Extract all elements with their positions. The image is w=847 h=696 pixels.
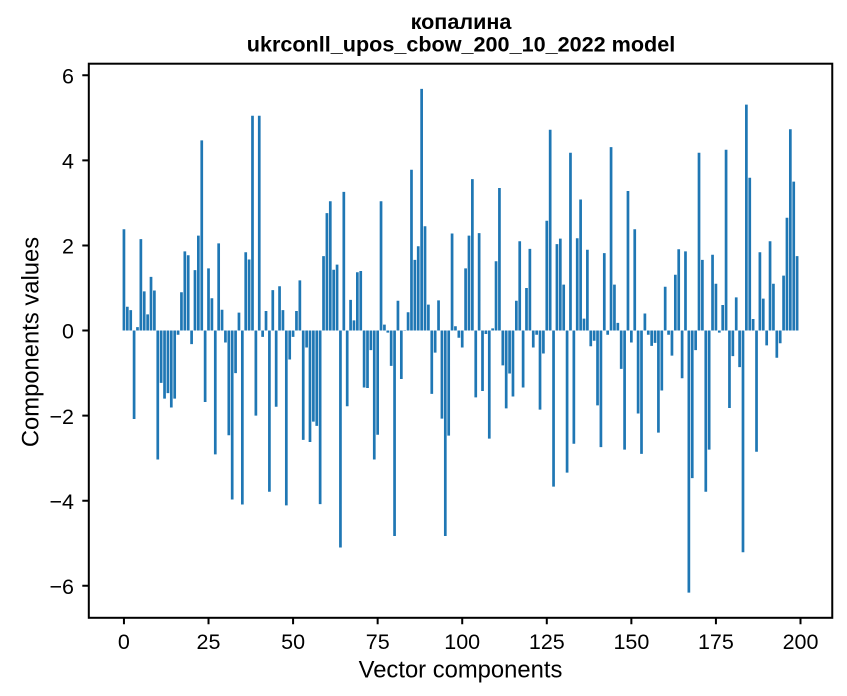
svg-text:125: 125: [529, 630, 565, 654]
svg-text:100: 100: [444, 630, 480, 654]
svg-text:50: 50: [281, 630, 305, 654]
svg-text:75: 75: [366, 630, 390, 654]
svg-text:200: 200: [783, 630, 819, 654]
svg-text:25: 25: [197, 630, 221, 654]
svg-text:ukrconll_upos_cbow_200_10_2022: ukrconll_upos_cbow_200_10_2022 model: [247, 31, 675, 56]
svg-text:Components values: Components values: [18, 237, 45, 447]
svg-text:копалина: копалина: [411, 9, 513, 34]
svg-text:−6: −6: [49, 575, 74, 599]
svg-text:−4: −4: [49, 490, 74, 514]
svg-text:2: 2: [62, 235, 74, 259]
svg-text:150: 150: [613, 630, 649, 654]
svg-text:0: 0: [118, 630, 130, 654]
svg-text:−2: −2: [49, 405, 74, 429]
svg-text:175: 175: [698, 630, 734, 654]
svg-text:Vector components: Vector components: [359, 657, 563, 684]
svg-text:0: 0: [62, 320, 74, 344]
svg-text:4: 4: [62, 150, 74, 174]
svg-text:6: 6: [62, 65, 74, 89]
